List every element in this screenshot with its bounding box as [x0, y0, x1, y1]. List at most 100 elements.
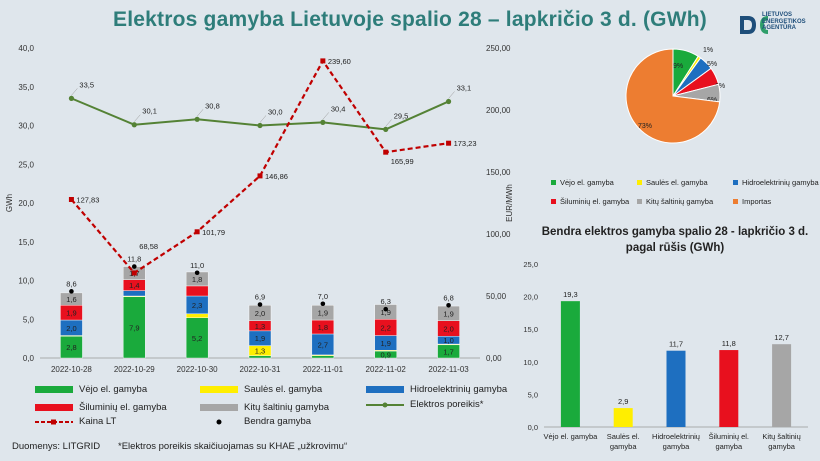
- pie-value-label: 5%: [707, 61, 717, 68]
- y-tick-label: 15,0: [18, 238, 34, 247]
- price-data-label: 165,99: [391, 157, 414, 166]
- legend-swatch: [35, 386, 73, 393]
- price-point: [383, 149, 389, 155]
- legend-label: Vėjo el. gamyba: [79, 384, 148, 395]
- logo-line-3: AGENTŪRA: [762, 25, 796, 31]
- price-data-label: 173,23: [454, 139, 477, 148]
- demand-data-label: 29,5: [394, 111, 409, 120]
- legend-label: Šiluminių el. gamyba: [79, 402, 167, 413]
- x-tick-label: 2022-10-31: [240, 365, 281, 374]
- bar2-x-tick-label: Saulės el.: [607, 432, 640, 441]
- price-point: [320, 58, 326, 64]
- logo-line-1: LIETUVOS: [762, 12, 793, 18]
- bar-data-label: 1,9: [318, 309, 328, 318]
- price-data-label: 146,86: [265, 172, 288, 181]
- logo-line-2: ENERGETIKOS: [762, 18, 806, 25]
- main-chart: 0,0 5,0 10,0 15,0 20,0 25,0 30,0 35,0 40,0 0,00 50…: [5, 44, 514, 374]
- y-tick-label: 20,0: [18, 199, 34, 208]
- bar-data-label: 1,9: [443, 309, 453, 318]
- bar-data-label: 7,9: [129, 323, 139, 332]
- y-tick-label: 40,0: [18, 44, 34, 53]
- total-data-label: 6,9: [255, 293, 265, 302]
- bar-segment-thermal: [185, 285, 209, 297]
- bar-segment-wind: [311, 355, 335, 359]
- bar2-x-tick-label: gamyba: [768, 442, 796, 451]
- pie-value-label: 73%: [638, 123, 652, 130]
- demand-leader: [448, 91, 455, 99]
- bar-data-label: 1,9: [380, 339, 390, 348]
- total-marker: [320, 301, 326, 307]
- bar2-x-tick-label: gamyba: [715, 442, 743, 451]
- bar-data-label: 1,8: [318, 323, 328, 332]
- y2-tick-label: 50,00: [486, 292, 507, 301]
- bar-data-label: 1,9: [255, 334, 265, 343]
- x-tick-label: 2022-11-03: [428, 365, 469, 374]
- total-data-label: 7,0: [318, 292, 328, 301]
- price-data-label: 68,58: [139, 242, 158, 251]
- y2-tick-label: 250,00: [486, 44, 511, 53]
- pie-value-label: 1%: [703, 47, 713, 54]
- pie-legend-swatch: [551, 180, 556, 185]
- pie-value-label: 9%: [673, 63, 683, 70]
- total-data-label: 11,8: [127, 255, 141, 264]
- bar2-data-label: 11,7: [669, 340, 683, 349]
- demand-data-label: 33,1: [457, 83, 472, 92]
- pie-slice-importas: [625, 48, 721, 144]
- y-tick-label: 30,0: [18, 122, 34, 131]
- y-axis-label: GWh: [5, 194, 14, 212]
- total-marker: [194, 270, 200, 276]
- pie-legend-label: Šiluminių el. gamyba: [560, 197, 630, 206]
- demand-point: [68, 95, 75, 101]
- demand-data-label: 33,5: [79, 80, 94, 89]
- demand-leader: [385, 119, 392, 127]
- pie-legend-item: Hidroelektrinių gamyba: [733, 178, 819, 187]
- bar-segment-hydro: [123, 290, 146, 297]
- bar2-y-tick-label: 0,0: [528, 423, 538, 432]
- legend-label: Bendra gamyba: [244, 416, 312, 427]
- bar2-data-label: 2,9: [618, 397, 628, 406]
- y-tick-label: 35,0: [18, 83, 34, 92]
- bar2-y-tick-label: 15,0: [523, 325, 538, 334]
- legend-wind: Vėjo el. gamyba: [35, 384, 147, 395]
- legend-thermal: Šiluminių el. gamyba: [35, 402, 167, 413]
- total-data-label: 6,3: [380, 297, 390, 306]
- legend-price: Kaina LT: [35, 416, 116, 427]
- agency-logo: [740, 16, 768, 34]
- bar-data-label: 1,3: [255, 322, 265, 331]
- x-tick-label: 2022-10-29: [114, 365, 155, 374]
- bar2-x-tick-label: gamyba: [610, 442, 638, 451]
- x-tick-label: 2022-11-01: [303, 365, 344, 374]
- y-tick-label: 0,0: [23, 354, 35, 363]
- pie-legend-label: Kitų šaltinių gamyba: [646, 197, 714, 206]
- bar-data-label: 1,6: [66, 295, 76, 304]
- x-tick-label: 2022-10-30: [177, 365, 218, 374]
- legend-swatch: [200, 404, 238, 411]
- demand-leader: [259, 115, 267, 123]
- demand-data-label: 30,4: [331, 104, 346, 113]
- bar2-x-tick-label: Kitų šaltinių: [762, 432, 800, 441]
- pie-legend-item: Saulės el. gamyba: [637, 178, 708, 187]
- page-title: Elektros gamyba Lietuvoje spalio 28 – la…: [113, 8, 707, 31]
- bar2-y-tick-label: 10,0: [523, 358, 538, 367]
- x-tick-label: 2022-10-28: [51, 365, 92, 374]
- pie-legend-swatch: [733, 180, 738, 185]
- bar-data-label: 1,7: [443, 347, 453, 356]
- bar-data-label: 0,9: [380, 351, 390, 360]
- demand-point: [445, 98, 452, 105]
- bar-segment-other: [374, 304, 397, 320]
- bar2-bar-solar: [613, 408, 633, 427]
- legend-label: Elektros poreikis*: [410, 399, 484, 410]
- total-marker: [383, 306, 389, 312]
- bar2-bar-thermal: [719, 350, 739, 427]
- y2-tick-label: 200,00: [486, 106, 511, 115]
- bar-data-label: 1,3: [255, 347, 265, 356]
- bar2-x-tick-label: Šiluminių el.: [709, 432, 749, 441]
- demand-leader: [196, 109, 204, 117]
- legend-demand: Elektros poreikis*: [366, 399, 483, 410]
- pie-legend-swatch: [637, 180, 642, 185]
- price-point: [131, 270, 137, 276]
- legend-label: Kaina LT: [79, 416, 117, 427]
- demand-data-label: 30,0: [268, 108, 283, 117]
- bar-data-label: 1,9: [380, 308, 390, 317]
- demand-point: [383, 126, 389, 132]
